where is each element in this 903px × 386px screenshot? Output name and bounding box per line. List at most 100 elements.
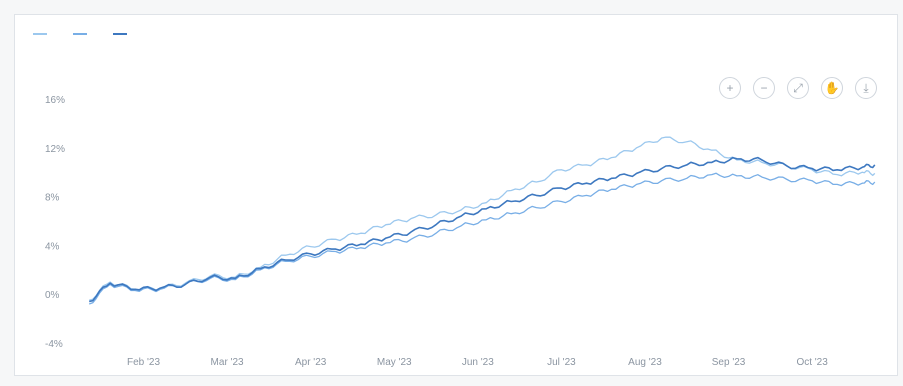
data-point[interactable] xyxy=(435,232,437,234)
data-point[interactable] xyxy=(736,158,738,160)
series-line[interactable] xyxy=(88,172,876,305)
data-point[interactable] xyxy=(410,238,412,240)
data-point[interactable] xyxy=(585,182,587,184)
data-point[interactable] xyxy=(836,169,838,171)
data-point[interactable] xyxy=(485,208,487,210)
chart-card: + − ⤢ ✋ ⤓ -4% 0% 4% 8% 12% 16% Feb '23 Mar '23 A… xyxy=(14,14,898,376)
data-point[interactable] xyxy=(309,253,311,255)
y-tick-label: 12% xyxy=(45,144,65,155)
data-point[interactable] xyxy=(485,202,487,204)
data-point[interactable] xyxy=(660,180,662,182)
zoom-out-icon: − xyxy=(760,81,768,95)
data-point[interactable] xyxy=(635,183,637,185)
y-tick-label: 0% xyxy=(45,290,60,301)
data-point[interactable] xyxy=(811,167,813,169)
data-point[interactable] xyxy=(209,276,211,278)
legend-item[interactable] xyxy=(113,33,133,35)
data-point[interactable] xyxy=(134,288,136,290)
autoscale-icon: ⤢ xyxy=(793,81,803,95)
data-point[interactable] xyxy=(560,169,562,171)
data-point[interactable] xyxy=(861,166,863,168)
data-point[interactable] xyxy=(736,175,738,177)
data-point[interactable] xyxy=(660,167,662,169)
series-line[interactable] xyxy=(89,136,876,301)
data-point[interactable] xyxy=(686,177,688,179)
data-point[interactable] xyxy=(686,141,688,143)
data-point[interactable] xyxy=(610,177,612,179)
legend-item[interactable] xyxy=(33,33,53,35)
data-point[interactable] xyxy=(535,194,537,196)
data-point[interactable] xyxy=(711,149,713,151)
data-point[interactable] xyxy=(761,176,763,178)
x-tick-label: Feb '23 xyxy=(127,357,160,368)
data-point[interactable] xyxy=(510,189,512,191)
data-point[interactable] xyxy=(686,164,688,166)
data-point[interactable] xyxy=(610,188,612,190)
legend-swatch xyxy=(73,33,87,35)
data-point[interactable] xyxy=(335,248,337,250)
data-point[interactable] xyxy=(485,219,487,221)
data-point[interactable] xyxy=(535,181,537,183)
data-point[interactable] xyxy=(234,277,236,279)
data-point[interactable] xyxy=(786,178,788,180)
zoom-in-button[interactable]: + xyxy=(719,77,741,99)
data-point[interactable] xyxy=(510,212,512,214)
data-point[interactable] xyxy=(635,147,637,149)
data-point[interactable] xyxy=(410,231,412,233)
data-point[interactable] xyxy=(335,238,337,240)
data-point[interactable] xyxy=(184,283,186,285)
data-point[interactable] xyxy=(385,223,387,225)
data-point[interactable] xyxy=(360,243,362,245)
data-point[interactable] xyxy=(360,232,362,234)
data-point[interactable] xyxy=(874,172,876,174)
data-point[interactable] xyxy=(585,194,587,196)
data-point[interactable] xyxy=(861,171,863,173)
zoom-out-button[interactable]: − xyxy=(753,77,775,99)
data-point[interactable] xyxy=(761,161,763,163)
pan-hand-icon: ✋ xyxy=(824,81,840,95)
data-point[interactable] xyxy=(284,254,286,256)
data-point[interactable] xyxy=(610,156,612,158)
data-point[interactable] xyxy=(711,173,713,175)
series-line[interactable] xyxy=(89,156,876,303)
data-point[interactable] xyxy=(360,247,362,249)
data-point[interactable] xyxy=(284,259,286,261)
data-point[interactable] xyxy=(711,161,713,163)
data-point[interactable] xyxy=(836,173,838,175)
autoscale-button[interactable]: ⤢ xyxy=(787,77,809,99)
data-point[interactable] xyxy=(435,223,437,225)
data-point[interactable] xyxy=(585,164,587,166)
data-point[interactable] xyxy=(259,267,261,269)
data-point[interactable] xyxy=(460,225,462,227)
data-point[interactable] xyxy=(159,287,161,289)
data-point[interactable] xyxy=(635,172,637,174)
data-point[interactable] xyxy=(811,180,813,182)
data-point[interactable] xyxy=(385,242,387,244)
data-point[interactable] xyxy=(510,200,512,202)
data-point[interactable] xyxy=(385,237,387,239)
data-point[interactable] xyxy=(435,214,437,216)
data-point[interactable] xyxy=(861,182,863,184)
data-point[interactable] xyxy=(836,183,838,185)
data-point[interactable] xyxy=(335,250,337,252)
legend-item[interactable] xyxy=(73,33,93,35)
data-point[interactable] xyxy=(560,200,562,202)
data-point[interactable] xyxy=(786,165,788,167)
line-chart[interactable]: -4% 0% 4% 8% 12% 16% Feb '23 Mar '23 Apr '23 May … xyxy=(15,15,899,377)
data-point[interactable] xyxy=(88,300,90,302)
data-point[interactable] xyxy=(761,159,763,161)
data-point[interactable] xyxy=(560,187,562,189)
data-point[interactable] xyxy=(874,164,876,166)
pan-button[interactable]: ✋ xyxy=(821,77,843,99)
data-point[interactable] xyxy=(410,217,412,219)
data-point[interactable] xyxy=(874,181,876,183)
data-point[interactable] xyxy=(660,137,662,139)
data-point[interactable] xyxy=(535,206,537,208)
data-point[interactable] xyxy=(88,303,90,305)
data-point[interactable] xyxy=(309,245,311,247)
data-point[interactable] xyxy=(309,255,311,257)
data-point[interactable] xyxy=(109,282,111,284)
data-point[interactable] xyxy=(460,215,462,217)
data-point[interactable] xyxy=(460,209,462,211)
download-button[interactable]: ⤓ xyxy=(855,77,877,99)
